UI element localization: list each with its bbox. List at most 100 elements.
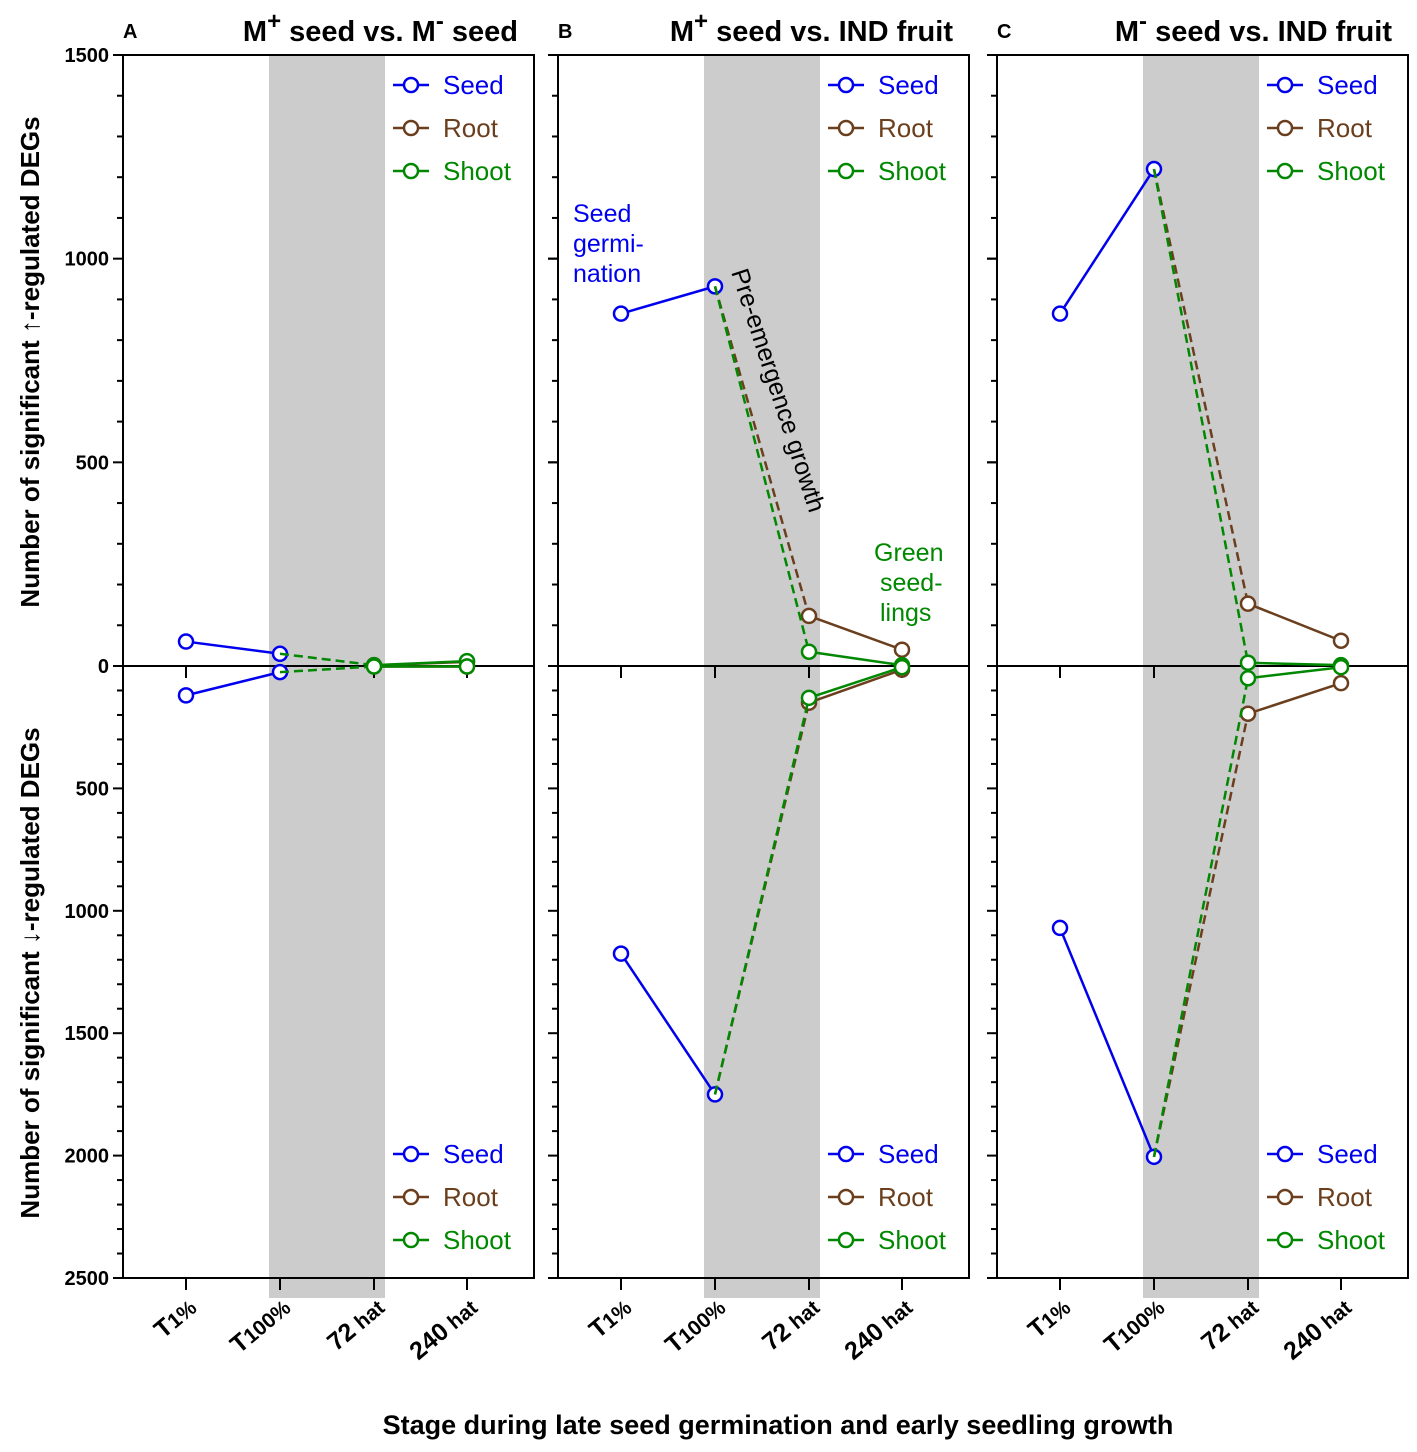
- series-seed-up-segment: [185, 640, 281, 656]
- legend-label-seed: Seed: [1317, 1139, 1378, 1169]
- legend-marker-root: [1276, 1188, 1294, 1206]
- legend-marker-seed: [837, 1145, 855, 1163]
- series-root-up-point: [1239, 595, 1257, 612]
- title-sup: +: [267, 8, 281, 35]
- panel-letter: B: [558, 21, 572, 43]
- series-seed-down-segment: [185, 670, 281, 697]
- y-tick-label-up: 500: [76, 452, 109, 474]
- panel-letter: C: [997, 21, 1011, 43]
- legend-label-root: Root: [443, 113, 499, 143]
- series-seed-up-segment: [1058, 168, 1156, 315]
- legend-marker-seed: [402, 76, 420, 94]
- title-part: M: [670, 16, 694, 48]
- title-sup: -: [436, 8, 444, 35]
- x-tick-label: 240 hat: [404, 1293, 483, 1365]
- x-tick-label: 240 hat: [839, 1293, 918, 1365]
- legend-marker-root: [1276, 119, 1294, 137]
- legend-marker-shoot: [837, 1231, 855, 1249]
- annotation-green-seedlings: Green seed-lings: [874, 539, 943, 627]
- series-shoot-up-point: [1239, 654, 1257, 671]
- title-sup: -: [1139, 8, 1147, 35]
- annotation-line: nation: [573, 260, 641, 288]
- series-root-up-point: [1332, 632, 1350, 649]
- y-tick-label-up: 1000: [65, 249, 110, 271]
- legend-label-shoot: Shoot: [1317, 156, 1386, 186]
- annotation-line: seed-: [880, 569, 943, 597]
- series-shoot-up-segment: [373, 659, 468, 667]
- shaded-region: [704, 55, 820, 1298]
- series-shoot-down-point: [1332, 658, 1350, 676]
- legend-marker-root: [402, 1188, 420, 1206]
- series-seed-down-point: [612, 945, 630, 962]
- series-shoot-down-segment: [279, 665, 375, 674]
- x-tick-label: T100%: [660, 1293, 731, 1359]
- y-axis-label-down: Number of significant ↓-regulated DEGs: [15, 727, 45, 1218]
- series-seed-down-segment: [1058, 927, 1156, 1158]
- legend-bottom: Seed Root Shoot: [828, 1139, 947, 1255]
- series-shoot-down-point: [1239, 669, 1257, 687]
- series-shoot-down-segment: [1247, 665, 1342, 680]
- panels: 0 500 1000 1500 500 1000 1500 2000 2500 T1% T100% 7…: [65, 8, 1409, 1365]
- legend-label-root: Root: [443, 1182, 499, 1212]
- legend-label-seed: Seed: [878, 1139, 939, 1169]
- x-tick-label: T100%: [1099, 1293, 1170, 1359]
- series-shoot-down-segment: [713, 697, 811, 1095]
- legend-top: Seed Root Shoot: [1267, 70, 1386, 186]
- title-part: M: [1115, 16, 1139, 48]
- legend-marker-shoot: [1276, 1231, 1294, 1249]
- y-tick-label-up: 1500: [65, 45, 110, 67]
- series-seed-down-point: [1051, 919, 1069, 937]
- legend-marker-root: [837, 119, 855, 137]
- x-tick-label-sub: 100%: [1113, 1296, 1169, 1348]
- title-part: seed: [444, 16, 518, 48]
- legend-label-root: Root: [1317, 1182, 1373, 1212]
- legend-bottom: Seed Root Shoot: [393, 1139, 512, 1255]
- series-root-down-point: [1332, 674, 1350, 692]
- legend-marker-seed: [1276, 1145, 1294, 1163]
- x-tick-label: 72 hat: [757, 1293, 825, 1356]
- annotation-line: Seed: [573, 200, 631, 228]
- series-shoot-down-point: [800, 689, 818, 707]
- title-part: seed vs. IND fruit: [708, 16, 953, 48]
- series-shoot-up-segment: [1247, 661, 1342, 667]
- title-sup: +: [694, 8, 708, 35]
- y-tick-label-up: 0: [98, 656, 109, 678]
- panel-letter: A: [123, 21, 137, 43]
- legend-top: Seed Root Shoot: [393, 70, 512, 186]
- legend-label-shoot: Shoot: [878, 156, 947, 186]
- series-seed-up-point: [177, 633, 195, 650]
- legend-label-seed: Seed: [1317, 70, 1378, 100]
- series-shoot-up-segment: [279, 652, 375, 667]
- legend-marker-seed: [1276, 76, 1294, 94]
- series-shoot-up-point: [800, 643, 818, 660]
- series-root-up-segment: [808, 614, 903, 651]
- panel-title: M+ seed vs. M- seed: [243, 8, 518, 48]
- panel-title: M- seed vs. IND fruit: [1115, 8, 1392, 48]
- title-part: M: [243, 16, 267, 48]
- shaded-region: [269, 55, 385, 1298]
- legend-marker-shoot: [402, 162, 420, 180]
- series-shoot-down-point: [365, 658, 383, 675]
- legend-label-shoot: Shoot: [443, 1225, 512, 1255]
- series-shoot-down-point: [458, 658, 476, 675]
- series-shoot-down-segment: [1152, 677, 1250, 1158]
- legend-label-seed: Seed: [443, 70, 504, 100]
- legend-marker-shoot: [1276, 162, 1294, 180]
- x-tick-label: T100%: [225, 1293, 296, 1359]
- series-root-up-segment: [1152, 168, 1250, 604]
- legend-marker-root: [402, 119, 420, 137]
- x-tick-label: 72 hat: [322, 1293, 390, 1356]
- series-seed-down-point: [177, 687, 195, 704]
- x-tick-label-sub: 100%: [239, 1296, 295, 1348]
- legend-label-root: Root: [1317, 113, 1373, 143]
- series-seed-up-point: [1051, 305, 1069, 322]
- series-seed-up-point: [612, 305, 630, 322]
- series-seed-up-segment: [620, 285, 716, 315]
- legend-label-seed: Seed: [878, 70, 939, 100]
- y-tick-label-down: 1000: [65, 901, 110, 923]
- legend-marker-shoot: [837, 162, 855, 180]
- panel-title: M+ seed vs. IND fruit: [670, 8, 953, 48]
- legend-label-shoot: Shoot: [1317, 1225, 1386, 1255]
